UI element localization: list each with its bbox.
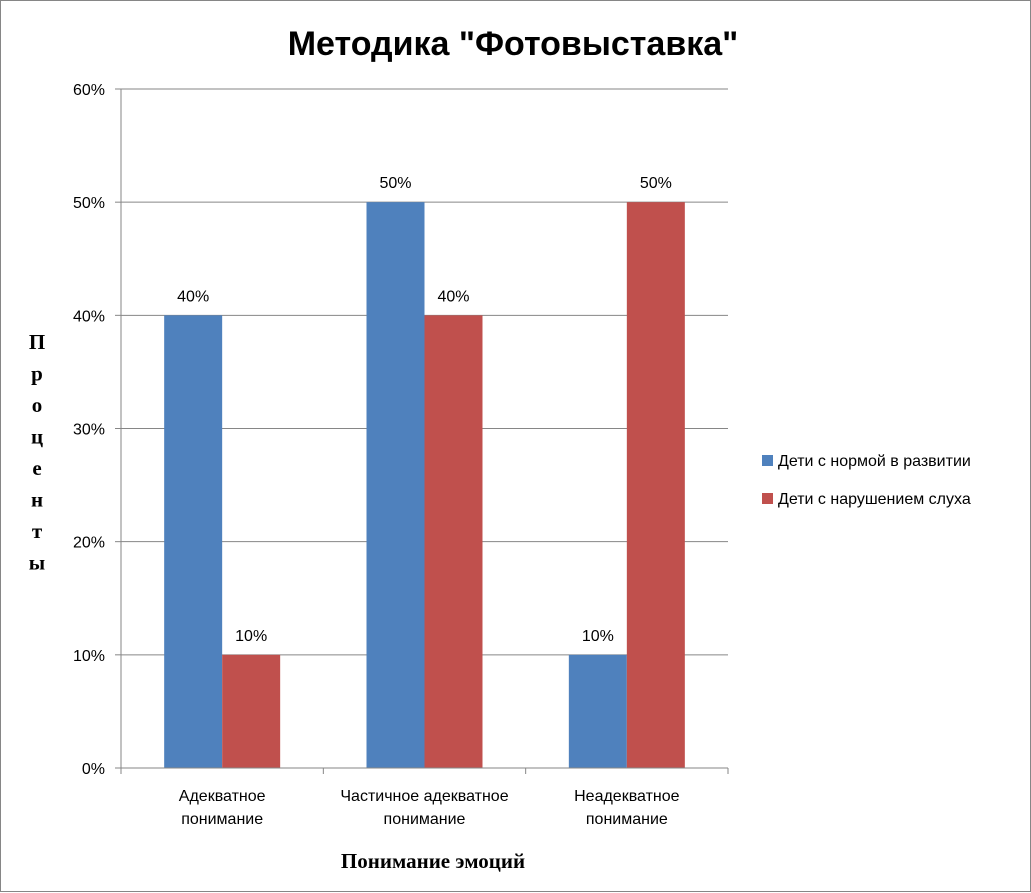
legend: Дети с нормой в развитии Дети с нарушение… — [762, 453, 971, 508]
legend-label: Дети с нормой в развитии — [778, 453, 971, 470]
y-axis-title-letter: н — [31, 488, 43, 512]
y-tick-label: 50% — [73, 195, 105, 212]
y-axis-title-letter: р — [31, 362, 43, 386]
axes: 0% 10% 20% 30% 40% 50% 60% Адекватное понимание Ч… — [73, 82, 729, 828]
data-label: 50% — [379, 175, 411, 192]
bars — [164, 202, 685, 768]
y-axis-title-letter: ц — [31, 425, 43, 449]
bar — [366, 202, 425, 768]
y-tick-label: 30% — [73, 422, 105, 439]
y-axis-title-letter: ы — [29, 551, 45, 575]
legend-swatch — [762, 493, 773, 504]
chart-title: Методика "Фотовыставка" — [288, 25, 739, 63]
legend-label: Дети с нарушением слуха — [778, 491, 971, 508]
x-tick-label: Неадекватное понимание — [574, 788, 680, 828]
data-label: 50% — [640, 175, 672, 192]
bar — [424, 315, 483, 768]
data-labels: 40% 10% 50% 40% 10% 50% — [177, 175, 672, 645]
y-tick-label: 40% — [73, 308, 105, 325]
x-axis-title: Понимание эмоций — [341, 849, 525, 873]
x-tick-label: Частичное адекватное понимание — [340, 788, 508, 828]
y-tick-label: 10% — [73, 648, 105, 665]
legend-swatch — [762, 455, 773, 466]
x-tick-label: Адекватное понимание — [179, 788, 266, 828]
y-axis-title-letter: е — [32, 456, 41, 480]
y-axis-title-letter: т — [32, 519, 43, 543]
data-label: 40% — [437, 288, 469, 305]
data-label: 10% — [235, 628, 267, 645]
y-axis-title-letter: П — [29, 330, 45, 354]
data-label: 10% — [582, 628, 614, 645]
bar — [626, 202, 685, 768]
bar — [164, 315, 223, 768]
y-axis-title-letter: о — [32, 393, 43, 417]
bar — [222, 654, 281, 768]
y-tick-label: 0% — [82, 761, 105, 778]
y-tick-label: 20% — [73, 535, 105, 552]
data-label: 40% — [177, 288, 209, 305]
y-tick-label: 60% — [73, 82, 105, 99]
bar — [568, 654, 627, 768]
